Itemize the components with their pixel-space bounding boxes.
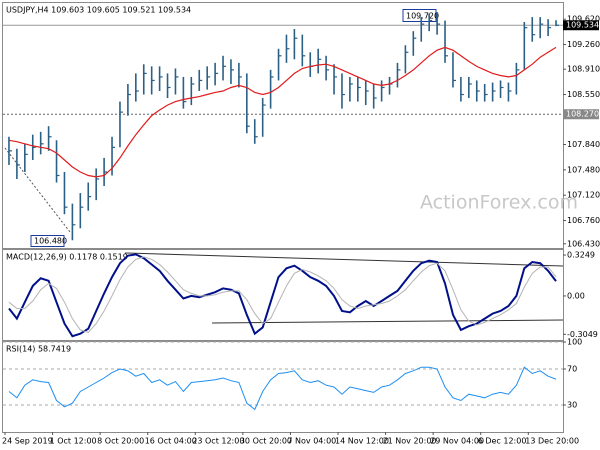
- x-tick-label: 23 Oct 12:00: [192, 437, 244, 446]
- x-tick-label: 6 Dec 12:00: [478, 437, 527, 446]
- chart-title: MACD(12,26,9) 0.1178 0.1519: [6, 253, 128, 262]
- y-tick-label: 30: [567, 401, 577, 410]
- price-panel: [2, 2, 564, 249]
- trend-line: [211, 319, 564, 324]
- y-tick-label: 107.480: [567, 165, 600, 174]
- annotation: 106.480: [34, 237, 67, 246]
- x-tick-label: 16 Oct 04:00: [145, 437, 197, 446]
- line: [8, 366, 557, 411]
- line: [8, 46, 557, 178]
- x-tick-label: 8 Oct 20:00: [97, 437, 144, 446]
- x-tick-label: 29 Nov 04:00: [430, 437, 484, 446]
- y-tick-label: 109.620: [567, 15, 600, 24]
- level-label-box: [563, 20, 599, 31]
- line: [8, 253, 557, 338]
- y-tick-label: 106.760: [567, 216, 600, 225]
- x-tick-label: 30 Oct 20:00: [240, 437, 292, 446]
- annotation: 109.720: [406, 12, 439, 21]
- y-tick-label: 100: [567, 338, 582, 347]
- rsi-panel: [2, 341, 564, 433]
- y-tick-label: 107.120: [567, 191, 600, 200]
- trend-line: [124, 252, 564, 267]
- macd-panel: [2, 249, 564, 341]
- y-tick-label: 0.3249: [567, 251, 595, 260]
- x-tick-label: 7 Nov 04:00: [287, 437, 336, 446]
- x-tick-label: 1 Oct 12:00: [50, 437, 97, 446]
- watermark: ActionForex.com: [420, 192, 578, 214]
- chart-title: USDJPY,H4 109.603 109.605 109.521 109.53…: [6, 6, 191, 15]
- x-tick-label: 24 Sep 2019: [2, 437, 53, 446]
- y-tick-label: 108.550: [567, 90, 600, 99]
- x-tick-label: 13 Dec 20:00: [525, 437, 579, 446]
- x-tick-label: 21 Nov 20:00: [383, 437, 437, 446]
- y-tick-label: 108.910: [567, 65, 600, 74]
- chart-title: RSI(14) 58.7419: [6, 345, 71, 354]
- y-tick-label: 107.840: [567, 140, 600, 149]
- y-tick-label: 106.430: [567, 239, 600, 248]
- y-tick-label: 0.00: [567, 291, 585, 300]
- annotation-box: [30, 235, 65, 247]
- y-tick-label: 70: [567, 365, 577, 374]
- annotation-box: [402, 9, 437, 22]
- trend-line: [4, 147, 71, 233]
- level-label: 108.270: [566, 110, 599, 119]
- y-tick-label: 109.260: [567, 40, 600, 49]
- level-label-box: [563, 109, 599, 120]
- x-tick-label: 14 Nov 12:00: [335, 437, 389, 446]
- line: [8, 256, 557, 333]
- level-label: 109.534: [566, 21, 599, 30]
- y-tick-label: -0.3049: [567, 330, 598, 339]
